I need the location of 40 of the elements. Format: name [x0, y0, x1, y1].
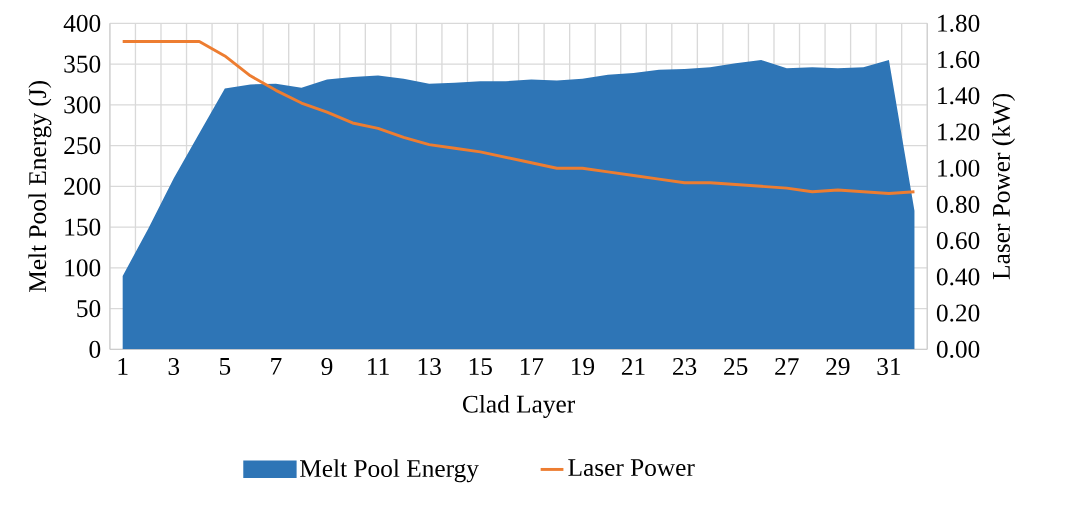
y-tick-label: 400 — [63, 14, 101, 32]
y-tick-label: 250 — [64, 137, 101, 155]
legend-label: Laser Power — [568, 459, 695, 477]
x-tick-label: 29 — [826, 358, 850, 376]
y2-tick-label: 1.80 — [938, 14, 980, 32]
y-tick-label: 100 — [65, 259, 101, 277]
x-tick-label: 27 — [775, 358, 799, 375]
x-tick-label: 1 — [118, 358, 128, 375]
y2-tick-label: 0.40 — [936, 268, 980, 286]
y2-tick-label: 1.20 — [938, 123, 980, 141]
y2-axis-title: Laser Power (kW) — [992, 93, 1016, 280]
x-tick-label: 19 — [571, 358, 595, 376]
x-tick-label: 13 — [418, 358, 441, 376]
x-tick-label: 7 — [271, 358, 282, 375]
x-tick-label: 21 — [621, 358, 645, 375]
y-axis-title: Melt Pool Energy (J) — [28, 81, 52, 292]
y-tick-label: 200 — [64, 177, 101, 195]
x-tick-label: 11 — [368, 358, 389, 375]
y2-tick-label: 0.80 — [936, 195, 980, 214]
x-tick-label: 5 — [219, 358, 231, 375]
y-tick-label: 350 — [64, 55, 101, 73]
y-tick-label: 0 — [89, 340, 101, 358]
x-tick-label: 25 — [724, 358, 748, 376]
y2-tick-label: 1.00 — [938, 159, 980, 177]
y2-tick-label: 0.60 — [936, 232, 980, 250]
x-tick-label: 23 — [673, 358, 697, 376]
x-tick-label: 17 — [520, 358, 544, 375]
y2-tick-label: 1.60 — [938, 50, 980, 69]
legend-label: Melt Pool Energy — [300, 459, 479, 483]
x-tick-label: 31 — [877, 358, 901, 376]
x-tick-label: 3 — [168, 358, 180, 376]
x-axis-title: Clad Layer — [462, 394, 575, 418]
y-tick-label: 150 — [65, 218, 101, 236]
y-tick-label: 300 — [64, 96, 101, 114]
y2-tick-label: 0.00 — [936, 340, 980, 358]
x-tick-label: 15 — [469, 358, 492, 376]
y2-tick-label: 0.20 — [936, 304, 980, 322]
y-tick-label: 50 — [77, 300, 101, 318]
y2-tick-label: 1.40 — [938, 87, 980, 105]
x-tick-label: 9 — [321, 358, 333, 376]
